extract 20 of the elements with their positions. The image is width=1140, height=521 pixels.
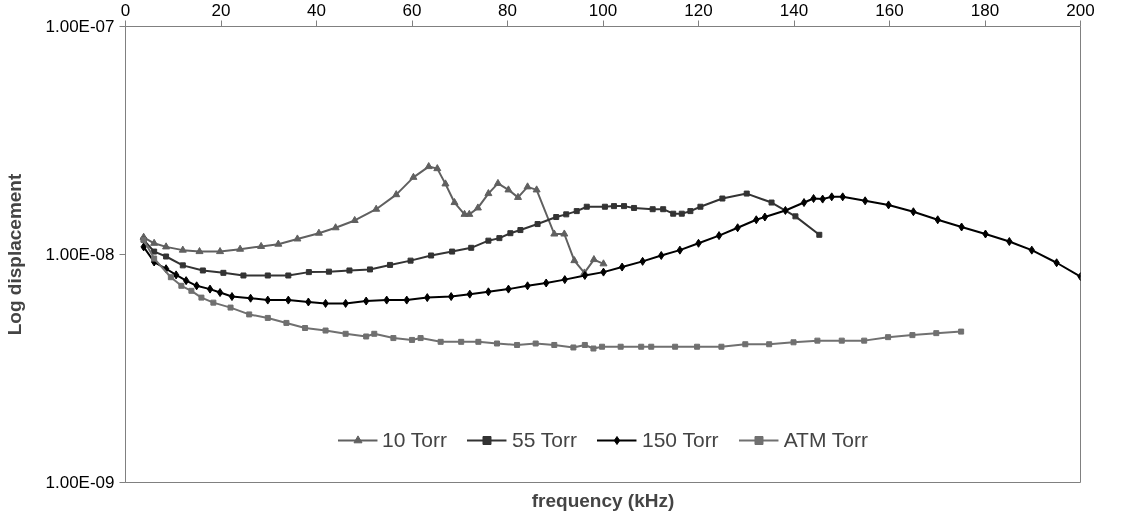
x-tick-label: 160 bbox=[875, 0, 904, 20]
x-tick-label: 20 bbox=[211, 0, 231, 20]
y-tick-label: 1.00E-08 bbox=[45, 245, 115, 264]
x-tick-label: 180 bbox=[970, 0, 1000, 20]
x-tick-label: 200 bbox=[1066, 0, 1095, 20]
x-tick-label: 40 bbox=[307, 0, 326, 20]
x-tick-label: 60 bbox=[402, 0, 422, 20]
x-axis-title: frequency (kHz) bbox=[531, 489, 675, 511]
legend-label: 55 Torr bbox=[511, 428, 577, 452]
x-tick-label: 120 bbox=[684, 0, 713, 20]
legend-label: 150 Torr bbox=[641, 428, 719, 452]
x-tick-label: 80 bbox=[498, 0, 517, 20]
y-axis-title: Log displacement bbox=[3, 173, 25, 336]
legend-label: 10 Torr bbox=[381, 428, 447, 452]
x-tick-label: 0 bbox=[120, 0, 131, 20]
legend-label: ATM Torr bbox=[783, 428, 869, 452]
y-tick-label: 1.00E-09 bbox=[45, 473, 115, 492]
x-tick-label: 100 bbox=[588, 0, 618, 20]
x-tick-label: 140 bbox=[779, 0, 809, 20]
y-tick-label: 1.00E-07 bbox=[45, 17, 115, 36]
